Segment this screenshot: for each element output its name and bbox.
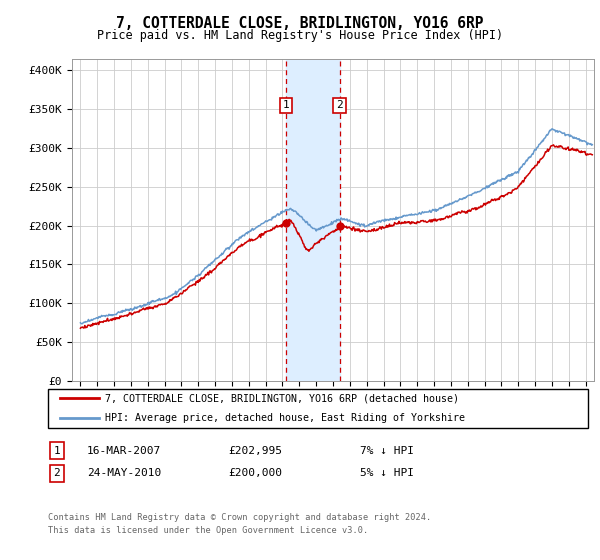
Text: 2: 2	[53, 468, 61, 478]
Text: HPI: Average price, detached house, East Riding of Yorkshire: HPI: Average price, detached house, East…	[105, 413, 465, 423]
Text: 16-MAR-2007: 16-MAR-2007	[87, 446, 161, 456]
Text: This data is licensed under the Open Government Licence v3.0.: This data is licensed under the Open Gov…	[48, 526, 368, 535]
Text: £200,000: £200,000	[228, 468, 282, 478]
Bar	[286, 59, 340, 381]
Text: 1: 1	[283, 100, 289, 110]
Text: 7, COTTERDALE CLOSE, BRIDLINGTON, YO16 6RP (detached house): 7, COTTERDALE CLOSE, BRIDLINGTON, YO16 6…	[105, 393, 459, 403]
Text: £202,995: £202,995	[228, 446, 282, 456]
Text: Contains HM Land Registry data © Crown copyright and database right 2024.: Contains HM Land Registry data © Crown c…	[48, 514, 431, 522]
Text: 5% ↓ HPI: 5% ↓ HPI	[360, 468, 414, 478]
Text: 24-MAY-2010: 24-MAY-2010	[87, 468, 161, 478]
Text: 2: 2	[336, 100, 343, 110]
Text: 7% ↓ HPI: 7% ↓ HPI	[360, 446, 414, 456]
Text: 1: 1	[53, 446, 61, 456]
Text: 7, COTTERDALE CLOSE, BRIDLINGTON, YO16 6RP: 7, COTTERDALE CLOSE, BRIDLINGTON, YO16 6…	[116, 16, 484, 31]
Text: Price paid vs. HM Land Registry's House Price Index (HPI): Price paid vs. HM Land Registry's House …	[97, 29, 503, 42]
